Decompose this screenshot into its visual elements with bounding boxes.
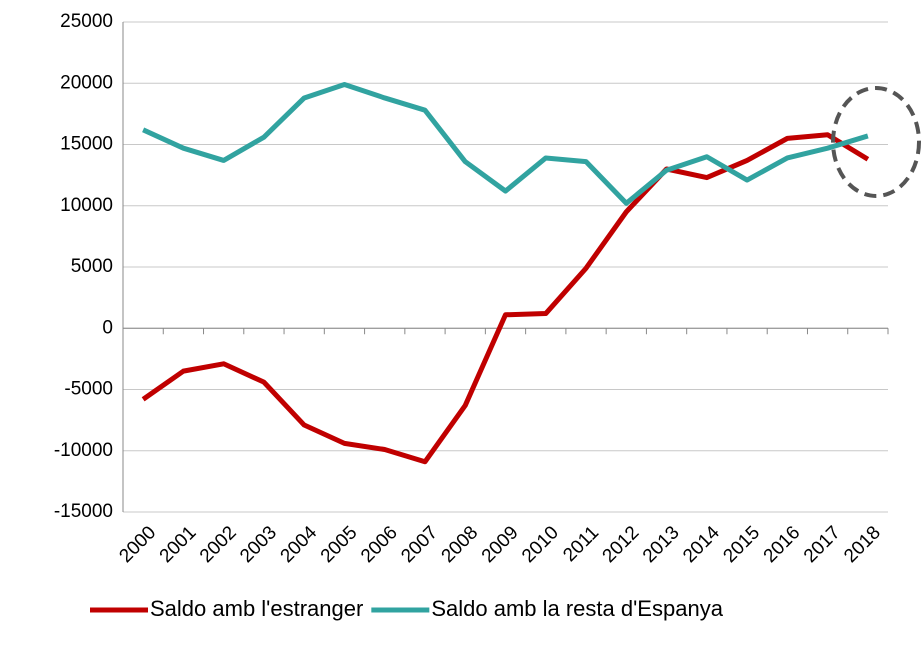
- x-tick-label: 2007: [397, 522, 442, 567]
- x-tick-label: 2015: [719, 522, 764, 567]
- x-tick-label: 2016: [760, 522, 805, 567]
- x-tick-label: 2013: [639, 522, 684, 567]
- legend-label: Saldo amb l'estranger: [150, 596, 363, 621]
- x-tick-label: 2004: [277, 522, 322, 567]
- y-tick-label: -10000: [54, 440, 113, 461]
- y-tick-label: 15000: [60, 134, 113, 155]
- legend: Saldo amb l'estranger Saldo amb la resta …: [90, 596, 724, 621]
- y-tick-label: -5000: [64, 379, 113, 400]
- series-line: [142, 81, 869, 206]
- x-tick-label: 2005: [317, 522, 362, 567]
- highlight-circle: [831, 86, 921, 198]
- legend-label: Saldo amb la resta d'Espanya: [431, 596, 723, 621]
- x-tick-label: 2006: [357, 522, 402, 567]
- x-tick-label: 2001: [156, 522, 201, 567]
- x-tick-label: 2002: [196, 522, 241, 567]
- y-tick-label: 25000: [60, 11, 113, 32]
- x-tick-label: 2012: [599, 522, 644, 567]
- x-tick-label: 2010: [518, 522, 563, 567]
- y-tick-label: 20000: [60, 72, 113, 93]
- y-tick-label: -15000: [54, 501, 113, 522]
- x-tick-label: 2014: [679, 522, 724, 567]
- x-tick-label: 2003: [236, 522, 281, 567]
- x-tick-label: 2017: [800, 522, 845, 567]
- x-tick-label: 2000: [115, 522, 160, 567]
- y-tick-label: 0: [102, 317, 113, 338]
- x-tick-label: 2008: [438, 522, 483, 567]
- x-tick-label: 2018: [840, 522, 885, 567]
- y-tick-label: 5000: [71, 256, 113, 277]
- x-tick-label: 2009: [478, 522, 523, 567]
- series-line: [141, 132, 870, 465]
- y-tick-label: 10000: [60, 195, 113, 216]
- x-tick-label: 2011: [559, 522, 603, 566]
